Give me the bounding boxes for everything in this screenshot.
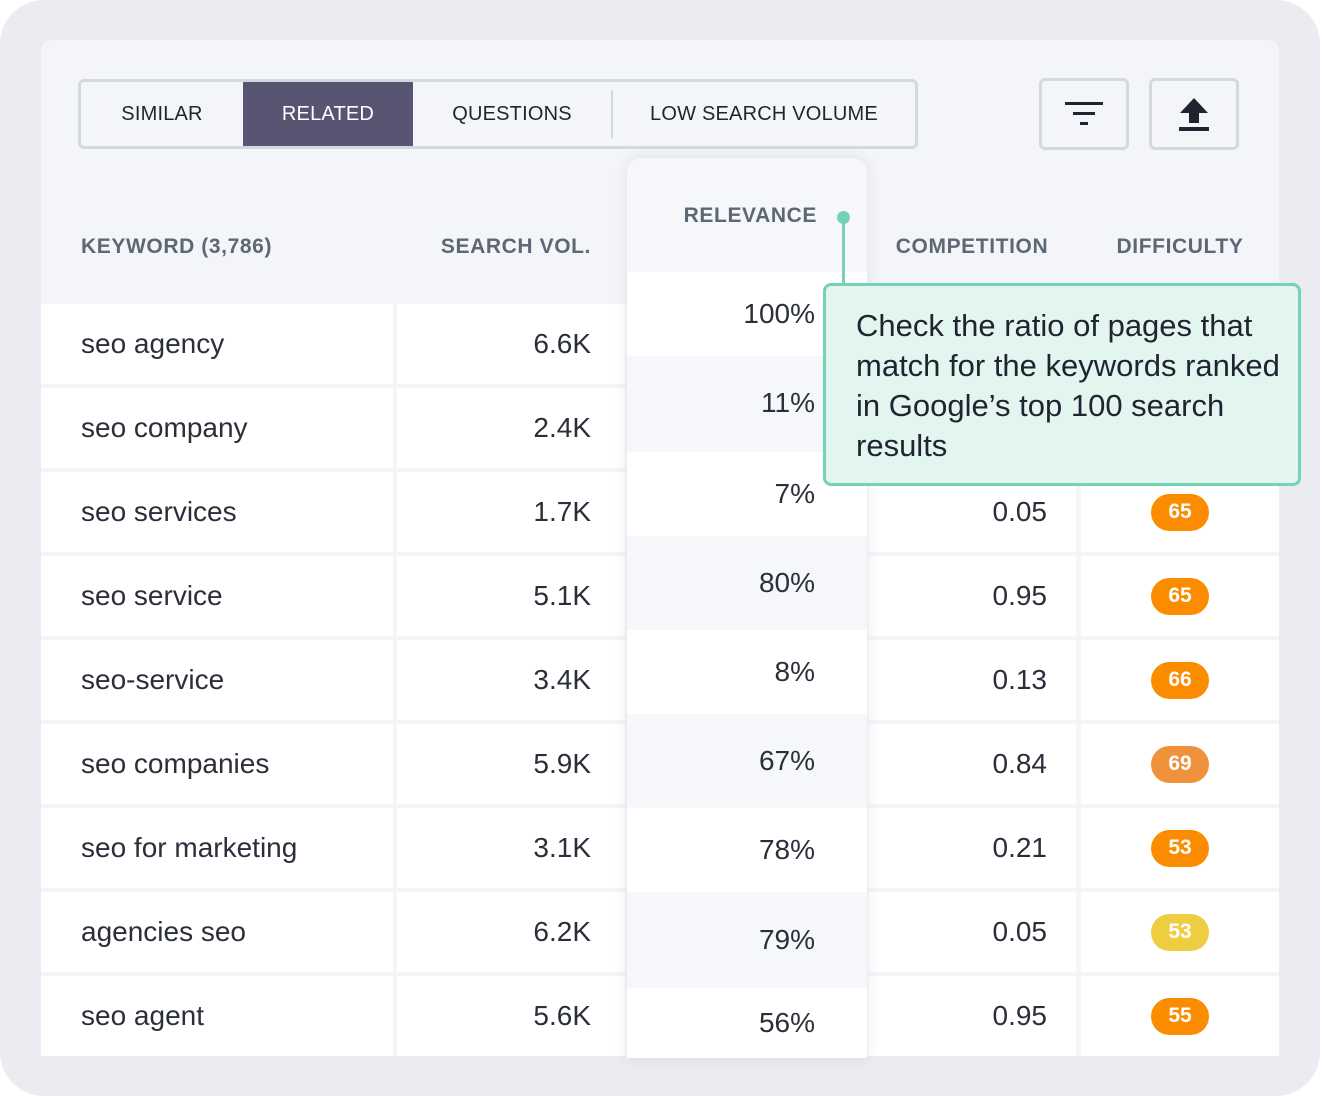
keyword-cell-text: seo company xyxy=(81,412,248,443)
competition-cell-text: 0.95 xyxy=(992,580,1048,611)
competition-cell: 0.95 xyxy=(868,976,1076,1056)
keyword-cell[interactable]: agencies seo xyxy=(41,892,393,972)
keyword-cell-text: seo service xyxy=(81,580,223,611)
keyword-cell[interactable]: seo-service xyxy=(41,640,393,720)
export-icon xyxy=(1179,98,1209,131)
export-button[interactable] xyxy=(1149,78,1239,150)
search-vol-cell: 5.1K xyxy=(397,556,625,636)
search-vol-cell-text: 2.4K xyxy=(533,412,591,443)
search-vol-cell-text: 5.6K xyxy=(533,1000,591,1031)
relevance-cell: 67% xyxy=(627,718,867,804)
tab-questions[interactable]: QUESTIONS xyxy=(452,102,572,125)
competition-cell-text: 0.05 xyxy=(992,496,1048,527)
search-vol-cell: 1.7K xyxy=(397,472,625,552)
search-vol-cell-text: 3.4K xyxy=(533,664,591,695)
tab-related[interactable]: RELATED xyxy=(243,82,413,146)
keyword-cell[interactable]: seo agent xyxy=(41,976,393,1056)
keyword-cell-text: seo-service xyxy=(81,664,225,695)
keyword-cell[interactable]: seo for marketing xyxy=(41,808,393,888)
difficulty-badge: 53 xyxy=(1151,829,1209,867)
column-header-difficulty[interactable]: DIFFICULTY xyxy=(1081,194,1279,300)
difficulty-cell: 55 xyxy=(1081,976,1279,1056)
keyword-cell-text: seo services xyxy=(81,496,237,527)
competition-cell-text: 0.84 xyxy=(992,748,1048,779)
search-vol-cell: 6.2K xyxy=(397,892,625,972)
competition-cell-text: 0.13 xyxy=(992,664,1048,695)
tab-divider xyxy=(611,90,613,138)
competition-cell: 0.13 xyxy=(868,640,1076,720)
keyword-cell-text: seo for marketing xyxy=(81,832,298,863)
difficulty-cell: 53 xyxy=(1081,808,1279,888)
keyword-cell[interactable]: seo company xyxy=(41,388,393,468)
competition-cell: 0.21 xyxy=(868,808,1076,888)
difficulty-badge: 55 xyxy=(1151,997,1209,1035)
tooltip-connector xyxy=(842,217,845,284)
relevance-tooltip: Check the ratio of pages that match for … xyxy=(823,283,1301,486)
difficulty-cell: 65 xyxy=(1081,556,1279,636)
difficulty-cell: 66 xyxy=(1081,640,1279,720)
keyword-cell-text: agencies seo xyxy=(81,916,247,947)
difficulty-cell: 53 xyxy=(1081,892,1279,972)
search-vol-cell: 3.4K xyxy=(397,640,625,720)
tab-low-search-volume[interactable]: LOW SEARCH VOLUME xyxy=(650,102,878,125)
keyword-cell-text: seo agent xyxy=(81,1000,204,1031)
relevance-cell: 79% xyxy=(627,896,867,984)
filter-button[interactable] xyxy=(1039,78,1129,150)
tooltip-anchor-dot xyxy=(837,211,850,224)
relevance-cell: 8% xyxy=(627,630,867,714)
competition-cell: 0.84 xyxy=(868,724,1076,804)
search-vol-cell: 2.4K xyxy=(397,388,625,468)
search-vol-cell-text: 6.6K xyxy=(533,328,591,359)
search-vol-cell-text: 1.7K xyxy=(533,496,591,527)
competition-cell-text: 0.05 xyxy=(992,916,1048,947)
difficulty-badge: 66 xyxy=(1151,661,1209,699)
keyword-cell-text: seo agency xyxy=(81,328,225,359)
difficulty-badge: 65 xyxy=(1151,493,1209,531)
search-vol-cell: 3.1K xyxy=(397,808,625,888)
relevance-cell: 78% xyxy=(627,808,867,892)
competition-cell: 0.95 xyxy=(868,556,1076,636)
column-header-competition[interactable]: COMPETITION xyxy=(868,194,1076,300)
column-header-search-vol[interactable]: SEARCH VOL. xyxy=(397,194,625,300)
difficulty-badge: 65 xyxy=(1151,577,1209,615)
keyword-cell[interactable]: seo companies xyxy=(41,724,393,804)
column-header-relevance[interactable]: RELEVANCE xyxy=(683,204,817,227)
competition-cell: 0.05 xyxy=(868,892,1076,972)
search-vol-cell-text: 5.9K xyxy=(533,748,591,779)
keyword-cell[interactable]: seo agency xyxy=(41,304,393,384)
difficulty-badge: 69 xyxy=(1151,745,1209,783)
keyword-cell-text: seo companies xyxy=(81,748,270,779)
search-vol-cell: 5.6K xyxy=(397,976,625,1056)
column-header-keyword[interactable]: KEYWORD (3,786) xyxy=(41,194,393,300)
keyword-cell[interactable]: seo services xyxy=(41,472,393,552)
competition-cell-text: 0.21 xyxy=(992,832,1048,863)
difficulty-cell: 69 xyxy=(1081,724,1279,804)
difficulty-badge: 53 xyxy=(1151,913,1209,951)
tab-similar[interactable]: SIMILAR xyxy=(121,102,203,125)
relevance-cell: 80% xyxy=(627,540,867,626)
search-vol-cell-text: 3.1K xyxy=(533,832,591,863)
search-vol-cell-text: 5.1K xyxy=(533,580,591,611)
search-vol-cell: 6.6K xyxy=(397,304,625,384)
keyword-cell[interactable]: seo service xyxy=(41,556,393,636)
filter-icon xyxy=(1065,102,1103,125)
search-vol-cell: 5.9K xyxy=(397,724,625,804)
keyword-tabs: SIMILAR RELATED QUESTIONS LOW SEARCH VOL… xyxy=(78,79,918,149)
search-vol-cell-text: 6.2K xyxy=(533,916,591,947)
relevance-cell: 7% xyxy=(627,452,867,536)
relevance-cell: 56% xyxy=(627,988,867,1058)
competition-cell-text: 0.95 xyxy=(992,1000,1048,1031)
